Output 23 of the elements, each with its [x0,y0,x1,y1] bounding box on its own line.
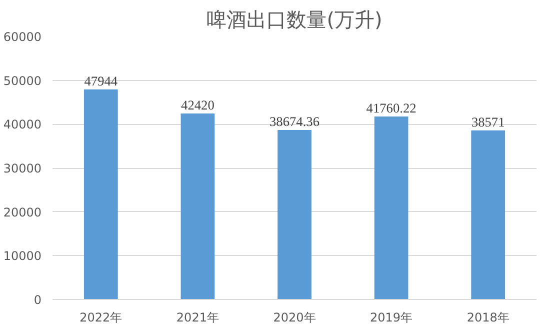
y-tick-label: 40000 [3,118,42,132]
data-label: 38674.36 [270,114,320,129]
bar [84,89,118,300]
y-tick-label: 30000 [3,162,42,176]
data-label: 38571 [471,114,505,130]
x-tick-label: 2021年 [176,310,219,324]
y-tick-label: 10000 [3,249,42,264]
y-tick-label: 0 [34,293,42,307]
x-tick-label: 2018年 [466,310,510,324]
x-tick-label: 2020年 [273,310,316,324]
bar [278,130,312,300]
chart-title: 啤酒出口数量(万升) [206,8,382,32]
x-tick-label: 2022年 [80,310,122,324]
bar [471,130,506,300]
x-tick-label: 2019年 [370,310,413,324]
y-tick-label: 60000 [3,30,42,44]
data-label: 41760.22 [366,100,416,116]
bar [180,114,215,300]
data-label: 42420 [181,98,215,113]
y-tick-label: 20000 [3,205,42,220]
data-label: 47944 [84,73,118,88]
y-tick-label: 50000 [3,74,42,88]
bar [374,116,408,300]
